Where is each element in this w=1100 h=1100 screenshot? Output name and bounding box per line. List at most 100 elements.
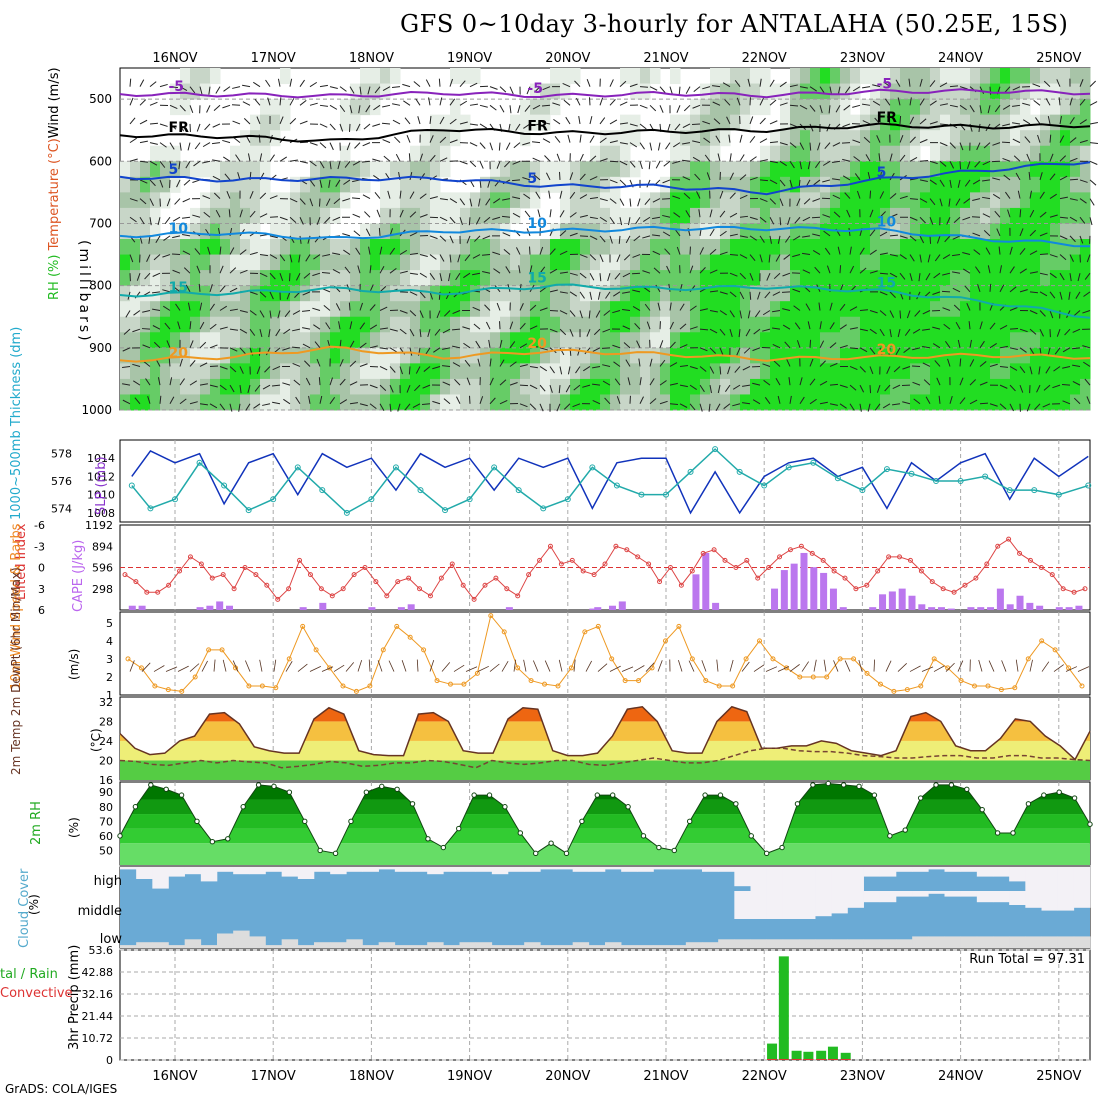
wind-barb xyxy=(1059,155,1067,162)
wind10m-barb xyxy=(885,660,892,672)
wind-barb xyxy=(335,303,341,311)
rh-cell xyxy=(580,161,591,178)
wind-barb xyxy=(639,396,644,405)
wind-barb xyxy=(369,304,376,311)
rh-cell xyxy=(990,145,1001,162)
wind-barb xyxy=(459,100,468,106)
rh-cell xyxy=(1070,285,1081,302)
rh-cell xyxy=(810,239,821,256)
wind-barb xyxy=(489,397,496,405)
isotherm-line xyxy=(119,345,1091,363)
wind-barb xyxy=(589,176,598,181)
wind-barb xyxy=(436,310,441,319)
wind-barb xyxy=(323,305,331,311)
slp-point xyxy=(883,466,890,473)
rh-cell xyxy=(500,254,511,271)
wind-barb xyxy=(329,142,334,151)
rh-cell xyxy=(670,316,681,333)
rh-cell xyxy=(160,192,171,209)
wind-barb xyxy=(829,383,839,386)
wind-barb xyxy=(513,142,521,149)
wind-barb xyxy=(622,272,631,278)
wind-barb xyxy=(1002,157,1011,162)
rh-cell xyxy=(690,176,701,193)
rh-cell xyxy=(340,285,351,302)
rh-cell xyxy=(1030,285,1041,302)
rh-cell xyxy=(420,254,431,271)
rh-cell xyxy=(570,316,581,333)
rh-cell xyxy=(740,254,751,271)
rh-cell xyxy=(1020,223,1031,240)
rh-cell xyxy=(260,332,271,349)
rh-cell xyxy=(1030,270,1041,287)
wind-barb xyxy=(919,98,925,106)
wind-barb xyxy=(589,197,598,200)
wind-barb xyxy=(683,192,691,199)
rh-cell xyxy=(690,239,701,256)
wind-barb xyxy=(698,209,701,218)
thickness-tick-label: 576 xyxy=(51,475,72,488)
lifted-index-point xyxy=(438,575,444,581)
rh-cell xyxy=(120,301,131,318)
rh-cell xyxy=(860,301,871,318)
wind-barb xyxy=(829,86,832,95)
rh-cell xyxy=(890,130,901,147)
wind-barb xyxy=(262,384,271,390)
wind-barb xyxy=(839,344,848,349)
rh-cell xyxy=(370,239,381,256)
rh-cell xyxy=(890,68,901,85)
rh-cell xyxy=(1080,207,1091,224)
cloud-cover-cell xyxy=(362,945,379,948)
rh-cell xyxy=(350,176,361,193)
rh-cell xyxy=(890,254,901,271)
rh-cell xyxy=(250,114,261,131)
wind-barb xyxy=(212,159,221,162)
cloud-cover-cell xyxy=(1025,867,1042,891)
wind-barb xyxy=(642,270,651,274)
wind-barb xyxy=(309,102,318,106)
rh-cell xyxy=(1080,316,1091,333)
rh-cell xyxy=(270,316,281,333)
precip-convective-bar xyxy=(827,1058,838,1060)
rh-cell xyxy=(250,192,261,209)
wind-barb xyxy=(419,214,428,218)
rh-label-group: 2m RH xyxy=(29,801,44,845)
wind-barb xyxy=(202,160,211,164)
rh-cell xyxy=(1060,176,1071,193)
wind-barb xyxy=(998,246,1001,255)
rh-cell xyxy=(1000,99,1011,116)
rh-cell xyxy=(600,145,611,162)
rh-point xyxy=(948,782,955,788)
rh-cell xyxy=(920,378,931,395)
rh-cell xyxy=(690,207,701,224)
wind-barb xyxy=(537,209,541,218)
wind-barb xyxy=(889,193,897,199)
rh-cell xyxy=(430,301,441,318)
rh-cell xyxy=(680,378,691,395)
wind-barb xyxy=(1029,190,1032,199)
wind-barb xyxy=(653,267,661,274)
rh-cell xyxy=(390,223,401,240)
cape-bar xyxy=(918,604,926,610)
rh-cell xyxy=(130,239,141,256)
rh-cell xyxy=(940,176,951,193)
wind-barb xyxy=(787,217,791,226)
wind-speed-point xyxy=(595,623,601,629)
lifted-index-point xyxy=(809,550,815,556)
rh-cell xyxy=(620,332,631,349)
rh-cell xyxy=(550,270,561,287)
wind-barb xyxy=(399,209,404,218)
rh-cell xyxy=(930,99,941,116)
wind-speed-point xyxy=(636,678,642,684)
rh-cell xyxy=(1050,145,1061,162)
rh-point xyxy=(933,782,939,788)
rh-cell xyxy=(1080,394,1091,411)
wind-barb xyxy=(782,308,791,311)
rh-cell xyxy=(290,285,301,302)
wind-barb xyxy=(226,191,231,199)
wind-barb xyxy=(139,160,149,163)
wind-barb xyxy=(325,198,331,206)
rh-cell xyxy=(560,68,571,85)
rh-cell xyxy=(820,254,831,271)
rh-cell xyxy=(470,207,481,224)
